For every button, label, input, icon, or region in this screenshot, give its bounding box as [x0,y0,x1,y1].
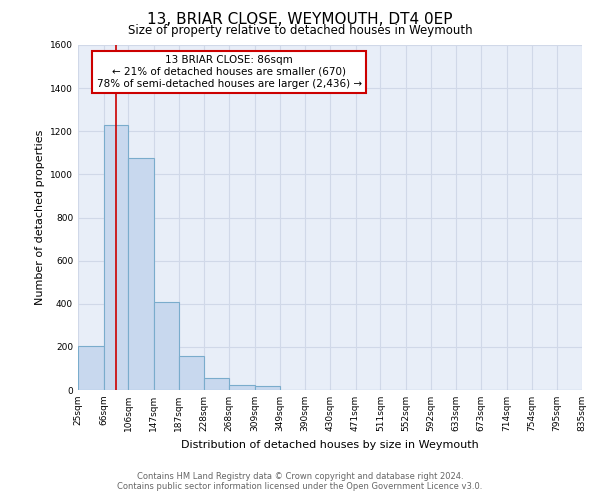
Bar [179,356,205,390]
X-axis label: Distribution of detached houses by size in Weymouth: Distribution of detached houses by size … [181,440,479,450]
Bar [229,384,255,390]
Bar [154,302,179,390]
Text: Size of property relative to detached houses in Weymouth: Size of property relative to detached ho… [128,24,472,37]
Text: 13 BRIAR CLOSE: 86sqm
← 21% of detached houses are smaller (670)
78% of semi-det: 13 BRIAR CLOSE: 86sqm ← 21% of detached … [97,56,362,88]
Bar [104,125,128,390]
Bar [205,378,229,390]
Text: Contains HM Land Registry data © Crown copyright and database right 2024.
Contai: Contains HM Land Registry data © Crown c… [118,472,482,491]
Bar [128,158,154,390]
Text: 13, BRIAR CLOSE, WEYMOUTH, DT4 0EP: 13, BRIAR CLOSE, WEYMOUTH, DT4 0EP [147,12,453,26]
Y-axis label: Number of detached properties: Number of detached properties [35,130,44,305]
Bar [255,386,280,390]
Bar [78,346,104,390]
